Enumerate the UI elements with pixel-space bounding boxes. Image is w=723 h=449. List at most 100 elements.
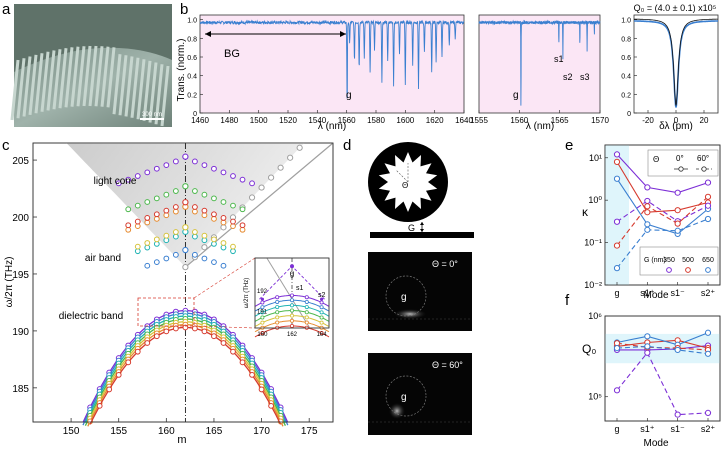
air-band-point xyxy=(230,173,236,179)
series-line xyxy=(616,345,709,355)
b-ylabel: Trans. (norm.) xyxy=(176,39,187,102)
sem-fin xyxy=(82,45,92,107)
air-band-tip xyxy=(182,246,189,254)
air-band-point xyxy=(134,202,141,209)
f-xlabel: Mode xyxy=(643,438,668,449)
inset-point xyxy=(289,323,294,328)
panel-label-f: f xyxy=(565,292,570,309)
inset-x-tick-label: 160 xyxy=(257,332,268,338)
series-line xyxy=(616,161,709,213)
inset-point xyxy=(319,320,324,325)
d-image-theta0 xyxy=(368,252,472,331)
sem-fin xyxy=(112,54,122,115)
y-tick-label: 0.6 xyxy=(187,55,197,62)
inset-s-point xyxy=(320,297,324,301)
series-point xyxy=(613,175,621,182)
y-tick-label: 0.4 xyxy=(187,74,197,81)
air-band-point xyxy=(211,195,217,202)
x-tick-label: 1565 xyxy=(551,116,569,125)
b2-spectrum xyxy=(478,19,601,106)
b3-measured xyxy=(634,20,718,108)
series-point xyxy=(644,349,651,356)
air-band-point xyxy=(172,229,179,235)
dielectric-band-point xyxy=(211,333,217,340)
f-shaded-band xyxy=(605,333,720,364)
air-band-point xyxy=(239,176,246,183)
series-line xyxy=(616,154,709,194)
x-tick-label: s2⁺ xyxy=(701,424,716,434)
series-line xyxy=(616,200,709,223)
light-line xyxy=(184,142,334,268)
series-point xyxy=(613,151,621,158)
sem-fin xyxy=(70,46,80,107)
y-tick-label: 10⁶ xyxy=(588,311,602,321)
e-legend-G-650: 650 xyxy=(702,257,714,264)
panel-label-a: a xyxy=(2,1,11,18)
air-band-point xyxy=(220,215,227,221)
air-band-point xyxy=(153,211,160,218)
sem-fin xyxy=(142,60,152,121)
series-point xyxy=(613,242,621,249)
air-band-point xyxy=(153,236,160,243)
x-tick-label: 1555 xyxy=(470,116,488,125)
series-point xyxy=(674,411,681,418)
d-image-theta60 xyxy=(368,353,472,435)
d-image2-g: g xyxy=(401,392,407,403)
air-band-point xyxy=(125,222,132,229)
c-label-dielectric-band: dielectric band xyxy=(59,311,123,322)
y-tick-label: 1.0 xyxy=(621,18,631,25)
f-plot: g s1⁺ s1⁻ s2⁺ 10⁵ 10⁶ xyxy=(588,311,721,434)
f-ylabel: Q₀ xyxy=(582,342,596,356)
c-ylabel: ω/2π (THz) xyxy=(4,257,15,308)
inset-point xyxy=(304,315,309,320)
y-tick-label: 0.8 xyxy=(187,36,197,43)
y-tick-label: 10⁰ xyxy=(588,195,602,205)
x-tick-label: 1560 xyxy=(510,116,528,125)
air-band-point xyxy=(144,262,151,269)
inset-point xyxy=(289,313,294,318)
panel-label-d: d xyxy=(343,137,351,154)
x-tick-label: 1560 xyxy=(338,116,356,125)
light-line-point xyxy=(277,164,284,171)
sem-fin xyxy=(160,65,170,127)
y-tick-label: 10⁻¹ xyxy=(584,238,602,248)
dielectric-band-point xyxy=(249,372,255,378)
air-band-point xyxy=(220,262,227,269)
dielectric-band-point xyxy=(134,348,141,355)
sem-fin xyxy=(52,49,62,110)
inset-y-tick-label: 191 xyxy=(257,310,268,316)
x-tick-label: g xyxy=(614,424,619,434)
series-point xyxy=(644,221,651,228)
air-band-point xyxy=(163,255,170,262)
e-legend-G-350: 350 xyxy=(663,257,675,264)
inset-point xyxy=(319,305,324,310)
dielectric-band-point xyxy=(230,348,236,355)
air-band-point xyxy=(134,243,141,250)
air-band-point xyxy=(230,243,236,250)
b1-xlabel: λ (nm) xyxy=(318,121,346,132)
air-band-point xyxy=(211,211,217,218)
sem-fin xyxy=(94,46,104,107)
y-tick-label: 0.6 xyxy=(621,55,631,62)
dielectric-band-point xyxy=(192,325,198,332)
dielectric-band-point xyxy=(239,359,246,366)
series-line xyxy=(616,351,709,416)
air-band-point xyxy=(211,165,217,172)
series-line xyxy=(616,178,709,235)
e-legend-theta-symbol: Θ xyxy=(653,155,659,164)
series-point xyxy=(704,350,712,357)
sem-fin xyxy=(22,56,32,117)
y-tick-label: 10⁵ xyxy=(588,392,602,402)
air-band-point xyxy=(144,169,151,176)
inset-point xyxy=(275,310,280,315)
x-tick-label: 20 xyxy=(700,116,709,125)
series-point xyxy=(674,346,681,354)
series-point xyxy=(613,387,621,394)
series-point xyxy=(644,333,651,340)
inset-point xyxy=(275,305,280,310)
light-line-point xyxy=(258,184,265,191)
light-line-point xyxy=(182,264,189,271)
x-tick-label: g xyxy=(614,288,619,298)
air-band-point xyxy=(172,188,179,194)
sem-fin xyxy=(154,64,164,125)
